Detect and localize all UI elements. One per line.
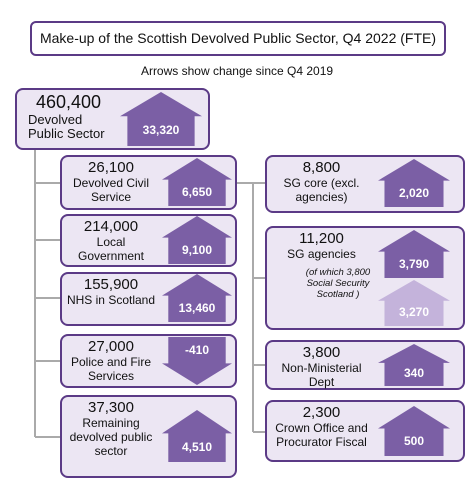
node-label: Devolved Public Sector (28, 112, 105, 141)
note-change-arrow (378, 280, 450, 326)
connector-lines (34, 150, 265, 438)
node-value: 8,800 (302, 159, 341, 176)
node-note: (of which 3,800 Social Security Scotland… (305, 267, 371, 300)
node-value: 214,000 (83, 218, 139, 235)
node-label: Crown Office and Procurator Fiscal (275, 421, 368, 449)
change-arrow (378, 159, 450, 207)
node-text: 3,800 Non-Ministerial Dept (268, 344, 375, 389)
node-text: 11,200 SG agencies (of which 3,800 Social … (268, 230, 375, 300)
title: Make-up of the Scottish Devolved Public … (39, 30, 437, 46)
change-arrow (378, 406, 450, 456)
node-label: NHS in Scotland (66, 293, 156, 307)
change-arrow (162, 158, 232, 206)
node-text: 26,100 Devolved Civil Service (63, 159, 159, 204)
node-text: 27,000 Police and Fire Services (63, 338, 159, 383)
node-value: 27,000 (88, 338, 134, 355)
subtitle: Arrows show change since Q4 2019 (140, 64, 334, 78)
node-label: SG core (excl. agencies) (283, 176, 360, 204)
change-arrow-label: 9,100 (181, 242, 213, 257)
node-label: Non-Ministerial Dept (281, 361, 362, 389)
node-label: SG agencies (287, 247, 356, 261)
change-arrow-label: 500 (403, 434, 425, 449)
change-arrow-label: 13,460 (178, 300, 216, 315)
node-value: 460,400 (36, 92, 102, 112)
change-arrow-label: 3,790 (398, 256, 430, 271)
node-text: 37,300 Remaining devolved public sector (63, 399, 159, 458)
change-arrow (162, 337, 232, 385)
change-arrow-label: 340 (403, 366, 425, 381)
node-value: 11,200 (299, 230, 344, 247)
change-arrow (120, 92, 202, 146)
change-arrow-label: -410 (184, 343, 210, 358)
change-arrow-label: 4,510 (181, 439, 213, 454)
node-text: 460,400 Devolved Public Sector (18, 92, 117, 141)
node-text: 155,900 NHS in Scotland (63, 276, 159, 307)
node-text: 214,000 Local Government (63, 218, 159, 263)
change-arrow-label: 33,320 (142, 123, 180, 138)
node-value: 37,300 (88, 399, 134, 416)
node-value: 3,800 (302, 344, 341, 361)
node-label: Police and Fire Services (70, 355, 152, 383)
node-value: 26,100 (88, 159, 134, 176)
note-change-arrow-label: 3,270 (398, 305, 430, 320)
node-value: 2,300 (302, 404, 341, 421)
change-arrow-label: 6,650 (181, 184, 213, 199)
change-arrow (162, 216, 232, 264)
change-arrow-label: 2,020 (398, 185, 430, 200)
node-text: 8,800 SG core (excl. agencies) (268, 159, 375, 204)
node-label: Local Government (77, 235, 145, 263)
change-arrow (162, 410, 232, 462)
title-frame (30, 21, 446, 56)
node-label: Remaining devolved public sector (69, 416, 153, 458)
node-label: Devolved Civil Service (72, 176, 150, 204)
change-arrow (378, 344, 450, 386)
node-value: 155,900 (83, 276, 139, 293)
change-arrow (162, 274, 232, 322)
change-arrow (378, 230, 450, 278)
node-text: 2,300 Crown Office and Procurator Fiscal (268, 404, 375, 449)
